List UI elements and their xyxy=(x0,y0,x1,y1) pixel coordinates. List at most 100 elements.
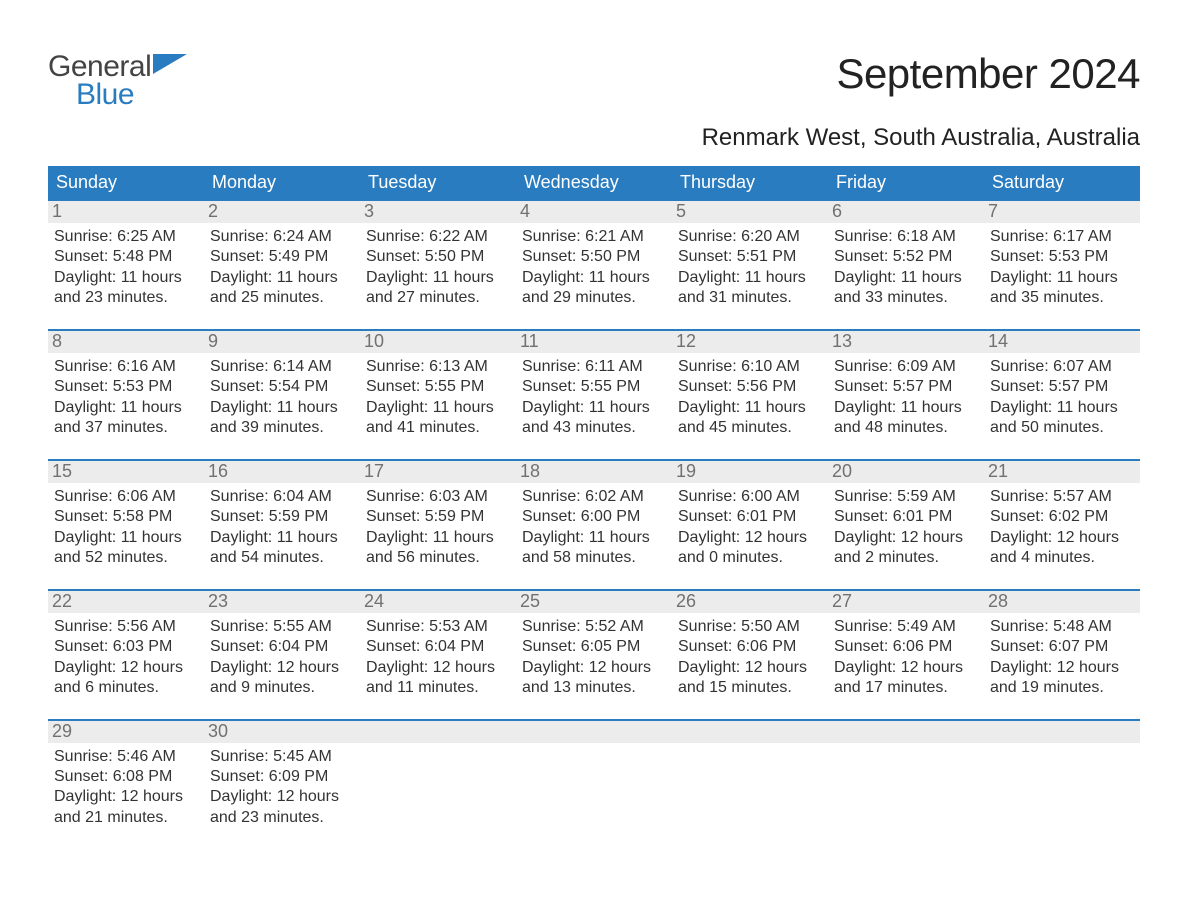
day-daylight1: Daylight: 11 hours xyxy=(210,398,354,418)
calendar-day-cell: 11Sunrise: 6:11 AMSunset: 5:55 PMDayligh… xyxy=(516,329,672,459)
day-daylight2: and 43 minutes. xyxy=(522,418,666,438)
day-sunrise: Sunrise: 6:10 AM xyxy=(678,357,822,377)
day-sunrise: Sunrise: 6:00 AM xyxy=(678,487,822,507)
calendar-day-cell: 23 Sunrise: 5:55 AMSunset: 6:04 PMDayligh… xyxy=(204,589,360,719)
day-sunset: Sunset: 5:57 PM xyxy=(990,377,1134,397)
day-daylight1: Daylight: 11 hours xyxy=(210,528,354,548)
day-number: 7 xyxy=(984,199,1140,223)
day-number: 15 xyxy=(48,459,204,483)
day-daylight2: and 25 minutes. xyxy=(210,288,354,308)
calendar-day-cell: 10 Sunrise: 6:13 AMSunset: 5:55 PMDayligh… xyxy=(360,329,516,459)
empty-day-band xyxy=(672,719,828,743)
day-sunrise: Sunrise: 6:07 AM xyxy=(990,357,1134,377)
day-of-week-header-row: Sunday Monday Tuesday Wednesday Thursday… xyxy=(48,166,1140,199)
day-number: 9 xyxy=(204,329,360,353)
day-daylight2: and 17 minutes. xyxy=(834,678,978,698)
calendar-week-row: 1Sunrise: 6:25 AMSunset: 5:48 PMDaylight… xyxy=(48,199,1140,329)
day-daylight2: and 33 minutes. xyxy=(834,288,978,308)
day-daylight2: and 35 minutes. xyxy=(990,288,1134,308)
day-sunrise: Sunrise: 5:49 AM xyxy=(834,617,978,637)
day-number: 4 xyxy=(516,199,672,223)
day-sunset: Sunset: 6:09 PM xyxy=(210,767,354,787)
day-number: 3 xyxy=(360,199,516,223)
calendar-day-cell: 6Sunrise: 6:18 AMSunset: 5:52 PMDaylight… xyxy=(828,199,984,329)
day-sunrise: Sunrise: 6:03 AM xyxy=(366,487,510,507)
day-sunset: Sunset: 5:52 PM xyxy=(834,247,978,267)
day-sunrise: Sunrise: 5:50 AM xyxy=(678,617,822,637)
day-sunset: Sunset: 6:02 PM xyxy=(990,507,1134,527)
day-number: 11 xyxy=(516,329,672,353)
flag-icon xyxy=(153,54,187,80)
dow-tuesday: Tuesday xyxy=(360,166,516,199)
day-details: Sunrise: 5:48 AMSunset: 6:07 PMDaylight:… xyxy=(990,617,1134,699)
day-details: Sunrise: 6:16 AMSunset: 5:53 PMDaylight:… xyxy=(54,357,198,439)
day-details: Sunrise: 5:46 AMSunset: 6:08 PMDaylight:… xyxy=(54,747,198,829)
day-sunrise: Sunrise: 5:45 AM xyxy=(210,747,354,767)
day-daylight2: and 11 minutes. xyxy=(366,678,510,698)
day-sunset: Sunset: 6:01 PM xyxy=(678,507,822,527)
page-title: September 2024 xyxy=(702,50,1140,98)
day-details: Sunrise: 6:06 AMSunset: 5:58 PMDaylight:… xyxy=(54,487,198,569)
day-number: 1 xyxy=(48,199,204,223)
calendar-day-cell: 4 Sunrise: 6:21 AMSunset: 5:50 PMDaylight… xyxy=(516,199,672,329)
day-daylight1: Daylight: 11 hours xyxy=(834,398,978,418)
calendar-body: 1Sunrise: 6:25 AMSunset: 5:48 PMDaylight… xyxy=(48,199,1140,848)
day-number: 23 xyxy=(204,589,360,613)
day-number: 19 xyxy=(672,459,828,483)
day-number: 28 xyxy=(984,589,1140,613)
day-sunset: Sunset: 6:06 PM xyxy=(678,637,822,657)
calendar-day-cell: 5Sunrise: 6:20 AMSunset: 5:51 PMDaylight… xyxy=(672,199,828,329)
day-number: 6 xyxy=(828,199,984,223)
day-daylight2: and 19 minutes. xyxy=(990,678,1134,698)
calendar-day-cell: 2Sunrise: 6:24 AMSunset: 5:49 PMDaylight… xyxy=(204,199,360,329)
day-sunrise: Sunrise: 6:24 AM xyxy=(210,227,354,247)
day-details: Sunrise: 6:09 AMSunset: 5:57 PMDaylight:… xyxy=(834,357,978,439)
calendar-day-cell: 18Sunrise: 6:02 AMSunset: 6:00 PMDayligh… xyxy=(516,459,672,589)
day-daylight1: Daylight: 11 hours xyxy=(678,268,822,288)
day-sunrise: Sunrise: 6:21 AM xyxy=(522,227,666,247)
day-daylight2: and 27 minutes. xyxy=(366,288,510,308)
day-daylight2: and 23 minutes. xyxy=(210,808,354,828)
location-subtitle: Renmark West, South Australia, Australia xyxy=(702,124,1140,152)
dow-sunday: Sunday xyxy=(48,166,204,199)
calendar-day-cell: 9 Sunrise: 6:14 AMSunset: 5:54 PMDaylight… xyxy=(204,329,360,459)
day-daylight1: Daylight: 12 hours xyxy=(54,787,198,807)
calendar-day-cell: 27Sunrise: 5:49 AMSunset: 6:06 PMDayligh… xyxy=(828,589,984,719)
day-sunset: Sunset: 5:53 PM xyxy=(54,377,198,397)
day-details: Sunrise: 5:53 AMSunset: 6:04 PMDaylight:… xyxy=(366,617,510,699)
day-number: 10 xyxy=(360,329,516,353)
day-sunset: Sunset: 5:56 PM xyxy=(678,377,822,397)
day-daylight2: and 54 minutes. xyxy=(210,548,354,568)
day-details: Sunrise: 5:55 AMSunset: 6:04 PMDaylight:… xyxy=(210,617,354,699)
day-sunset: Sunset: 5:53 PM xyxy=(990,247,1134,267)
calendar-day-cell: 13Sunrise: 6:09 AMSunset: 5:57 PMDayligh… xyxy=(828,329,984,459)
day-details: Sunrise: 6:04 AMSunset: 5:59 PMDaylight:… xyxy=(210,487,354,569)
day-number: 29 xyxy=(48,719,204,743)
calendar-day-cell xyxy=(828,719,984,849)
day-number: 24 xyxy=(360,589,516,613)
day-details: Sunrise: 6:07 AMSunset: 5:57 PMDaylight:… xyxy=(990,357,1134,439)
day-daylight2: and 56 minutes. xyxy=(366,548,510,568)
empty-day-band xyxy=(984,719,1140,743)
day-details: Sunrise: 6:14 AMSunset: 5:54 PMDaylight:… xyxy=(210,357,354,439)
day-daylight1: Daylight: 11 hours xyxy=(522,398,666,418)
day-daylight1: Daylight: 11 hours xyxy=(522,268,666,288)
day-details: Sunrise: 5:52 AMSunset: 6:05 PMDaylight:… xyxy=(522,617,666,699)
day-daylight1: Daylight: 12 hours xyxy=(210,658,354,678)
day-sunset: Sunset: 6:01 PM xyxy=(834,507,978,527)
day-sunset: Sunset: 5:57 PM xyxy=(834,377,978,397)
day-daylight1: Daylight: 12 hours xyxy=(678,658,822,678)
day-daylight2: and 13 minutes. xyxy=(522,678,666,698)
dow-monday: Monday xyxy=(204,166,360,199)
day-sunrise: Sunrise: 5:52 AM xyxy=(522,617,666,637)
day-sunset: Sunset: 5:50 PM xyxy=(522,247,666,267)
day-sunrise: Sunrise: 5:57 AM xyxy=(990,487,1134,507)
day-daylight1: Daylight: 12 hours xyxy=(366,658,510,678)
day-details: Sunrise: 6:13 AMSunset: 5:55 PMDaylight:… xyxy=(366,357,510,439)
dow-friday: Friday xyxy=(828,166,984,199)
dow-thursday: Thursday xyxy=(672,166,828,199)
day-sunset: Sunset: 6:00 PM xyxy=(522,507,666,527)
day-sunrise: Sunrise: 5:56 AM xyxy=(54,617,198,637)
day-number: 25 xyxy=(516,589,672,613)
day-sunset: Sunset: 5:58 PM xyxy=(54,507,198,527)
